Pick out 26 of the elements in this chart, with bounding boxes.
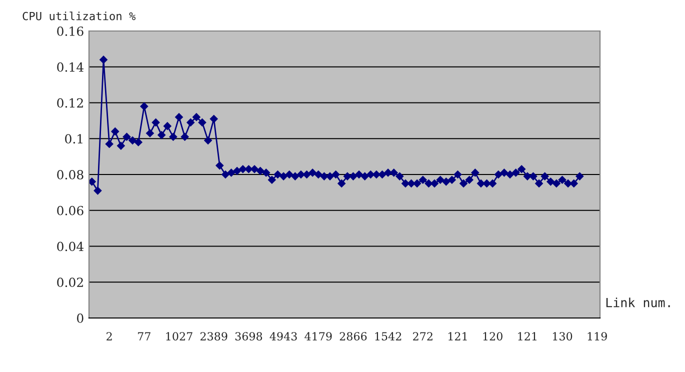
x-axis-title: Link num. — [606, 298, 670, 308]
y-tick-label: 0.12 — [57, 98, 83, 108]
y-tick-label: 0.16 — [57, 26, 84, 36]
x-tick-label: 130 — [553, 332, 572, 340]
x-tick-label: 119 — [588, 332, 607, 340]
y-tick-label: 0.1 — [65, 134, 82, 144]
x-tick-label: 77 — [138, 332, 150, 340]
x-tick-label: 4943 — [270, 332, 297, 340]
x-tick-label: 272 — [413, 332, 432, 340]
x-tick-label: 120 — [483, 332, 502, 340]
x-tick-label: 4179 — [304, 332, 332, 340]
y-tick-label: 0.02 — [57, 278, 83, 288]
x-tick-label: 2 — [106, 332, 112, 340]
x-tick-label: 1027 — [166, 332, 192, 340]
x-tick-label: 2866 — [340, 332, 367, 340]
x-tick-label: 121 — [448, 332, 467, 340]
x-tick-label: 121 — [518, 332, 536, 340]
x-tick-label: 1542 — [375, 332, 402, 340]
y-tick-label: 0 — [77, 313, 84, 323]
x-tick-label: 2389 — [200, 332, 228, 340]
y-tick-label: 0.14 — [57, 62, 84, 72]
y-tick-label: 0.04 — [57, 242, 84, 252]
x-tick-label: 3698 — [235, 332, 262, 340]
y-axis-title: CPU utilization % — [22, 12, 136, 20]
y-tick-label: 0.06 — [57, 206, 84, 216]
y-tick-label: 0.08 — [57, 170, 84, 180]
